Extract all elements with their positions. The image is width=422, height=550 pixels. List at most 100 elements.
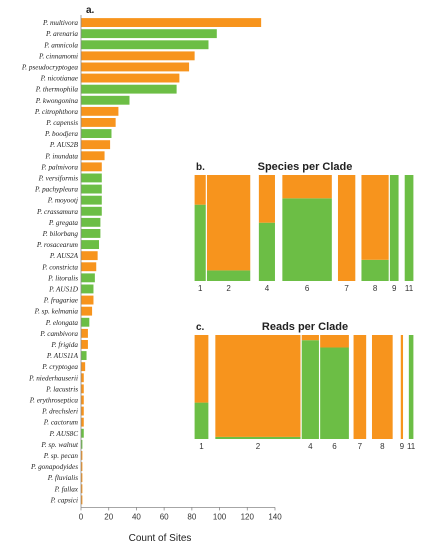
species-label: P. capsici (50, 496, 78, 504)
species-bar (81, 373, 84, 383)
species-bar (81, 251, 98, 261)
clade-segment (194, 175, 206, 205)
clade-segment (361, 259, 389, 281)
clade-label: 8 (380, 442, 385, 451)
species-label: P. inundata (44, 152, 78, 160)
species-bar (81, 151, 105, 161)
species-label: P. capensis (45, 119, 78, 127)
x-tick-label: 120 (241, 512, 255, 521)
species-bar (81, 495, 83, 505)
clade-segment (353, 335, 367, 439)
species-label: P. elongata (45, 319, 79, 327)
clade-label: 4 (265, 284, 270, 293)
clade-segment (194, 204, 206, 281)
clade-label: 11 (407, 442, 416, 451)
species-bar (81, 217, 101, 227)
species-bar (81, 317, 90, 327)
species-label: P. pseudocryptogea (21, 63, 79, 71)
species-label: P. litoralis (47, 274, 78, 282)
species-label: P. gonapodyides (30, 463, 78, 471)
clade-segment (206, 270, 251, 281)
species-bar (81, 262, 97, 272)
species-label: P. cryptogea (41, 363, 78, 371)
species-bar (81, 362, 86, 372)
clade-label: 11 (405, 284, 414, 293)
species-bar (81, 51, 195, 61)
species-bar (81, 40, 209, 50)
species-label: P. citrophthora (34, 108, 79, 116)
species-label: P. AUS2A (49, 252, 79, 260)
species-label: P. AUS11A (46, 352, 79, 360)
species-label: P. fallax (54, 485, 79, 493)
clade-segment (389, 175, 399, 281)
species-bar (81, 439, 83, 449)
clade-segment (301, 340, 319, 439)
species-bar (81, 295, 94, 305)
x-tick-label: 80 (187, 512, 196, 521)
clade-segment (320, 347, 349, 439)
clade-label: 2 (256, 442, 261, 451)
clade-label: 7 (344, 284, 349, 293)
species-label: P. arenaria (45, 30, 78, 38)
species-bar (81, 328, 88, 338)
species-label: P. niederhauserii (28, 374, 78, 382)
species-bar (81, 29, 217, 39)
species-bar (81, 195, 102, 205)
species-label: P. fluvialis (47, 474, 78, 482)
x-tick-label: 60 (160, 512, 169, 521)
clade-segment (282, 175, 332, 199)
species-bar (81, 417, 84, 427)
species-bar (81, 95, 130, 105)
species-label: P. drechsleri (41, 408, 78, 416)
clade-segment (371, 335, 393, 439)
species-bar (81, 18, 262, 27)
species-label: P. boodjera (44, 130, 78, 138)
species-bar (81, 140, 111, 150)
species-label: P. AUS8C (49, 430, 79, 438)
species-label: P. moyootj (47, 197, 78, 205)
species-label: P. fragariae (43, 297, 79, 305)
clade-label: 7 (358, 442, 363, 451)
x-tick-label: 40 (132, 512, 141, 521)
clade-segment (282, 198, 332, 281)
species-bar (81, 173, 102, 183)
species-label: P. bilorbang (42, 230, 79, 238)
species-label: P. nicotianae (40, 75, 79, 83)
panel-b-label: b. (196, 162, 205, 173)
species-bar (81, 106, 119, 116)
clade-label: 4 (308, 442, 313, 451)
species-bar (81, 273, 95, 283)
species-label: P. constricta (41, 263, 78, 271)
clade-label: 2 (226, 284, 231, 293)
clade-label: 9 (400, 442, 405, 451)
clade-segment (301, 335, 319, 341)
x-tick-label: 20 (104, 512, 113, 521)
species-label: P. pachypleura (34, 186, 78, 194)
species-label: P. erythroseptica (29, 396, 79, 404)
species-label: P. cactorum (43, 419, 78, 427)
species-bar (81, 395, 84, 405)
species-bar (81, 306, 93, 316)
clade-segment (258, 175, 275, 223)
species-bar (81, 384, 84, 394)
species-label: P. cinnamomi (38, 52, 78, 60)
clade-segment (408, 335, 414, 439)
x-tick-label: 140 (268, 512, 282, 521)
species-bar (81, 73, 180, 83)
species-bar (81, 206, 102, 216)
species-label: P. frigida (50, 341, 78, 349)
species-bar (81, 428, 84, 438)
species-bar (81, 284, 94, 294)
clade-segment (361, 175, 389, 260)
clade-segment (215, 335, 301, 437)
species-label: P. multivora (42, 19, 78, 27)
clade-label: 1 (199, 442, 204, 451)
panel-a-label: a. (86, 5, 95, 16)
clade-label: 8 (373, 284, 378, 293)
species-bar (81, 129, 112, 138)
species-label: P. palmivora (40, 163, 78, 171)
species-bar (81, 162, 102, 172)
clade-label: 9 (392, 284, 397, 293)
panel-c-stacked-chart: c. Reads per Clade 1 2 4 6 7 8 9 11 (194, 321, 416, 451)
